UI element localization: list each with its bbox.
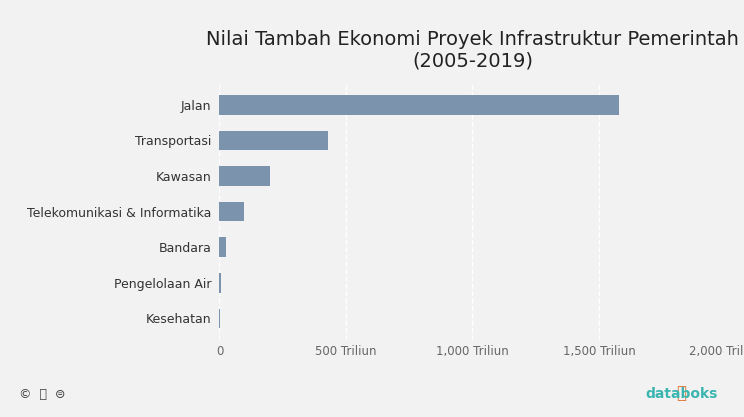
Text: databoks: databoks xyxy=(646,387,718,401)
Text: ©  ⓘ  ⊜: © ⓘ ⊜ xyxy=(19,387,65,401)
Bar xyxy=(219,273,221,293)
Bar xyxy=(219,237,226,257)
Bar xyxy=(219,131,328,150)
Bar xyxy=(219,202,243,221)
Bar xyxy=(219,166,270,186)
Text: ⫶: ⫶ xyxy=(676,384,686,402)
Bar xyxy=(219,95,619,115)
Title: Nilai Tambah Ekonomi Proyek Infrastruktur Pemerintah
(2005-2019): Nilai Tambah Ekonomi Proyek Infrastruktu… xyxy=(206,30,739,71)
